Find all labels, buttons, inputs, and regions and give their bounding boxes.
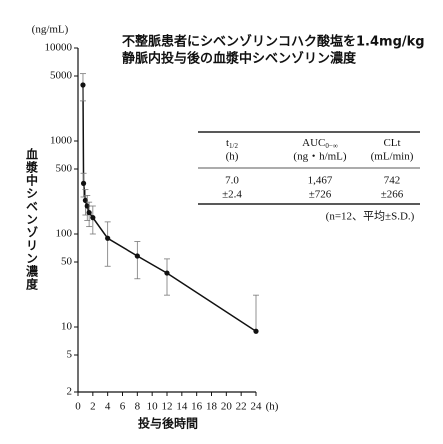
table-header: t1/2 xyxy=(226,137,239,150)
x-tick-label: 20 xyxy=(221,401,233,413)
data-point xyxy=(134,253,140,259)
table-header: CLt xyxy=(383,137,400,149)
table-cell: ±2.4 xyxy=(222,189,242,201)
data-line xyxy=(82,85,257,332)
table-cell: ±726 xyxy=(309,189,332,201)
header-main: CLt xyxy=(383,137,400,149)
table-header: AUC0−∞ xyxy=(302,137,338,150)
y-tick-label: 100 xyxy=(56,228,73,240)
y-tick-label: 500 xyxy=(56,163,73,175)
x-tick-label: 16 xyxy=(191,401,203,413)
x-tick-label: 4 xyxy=(105,401,111,413)
data-point xyxy=(90,215,96,221)
chart-title: 静脈内投与後の血漿中シベンゾリン濃度 xyxy=(122,51,357,67)
table-header-unit: (h) xyxy=(226,151,239,163)
data-point xyxy=(164,270,170,276)
header-sub: 0−∞ xyxy=(325,142,337,150)
table-cell: ±266 xyxy=(381,189,404,201)
y-tick-label: 50 xyxy=(61,256,73,268)
y-tick-label: 2 xyxy=(67,386,73,398)
header-main: AUC xyxy=(302,137,325,149)
header-sub: 1/2 xyxy=(229,142,238,150)
table-cell: 1,467 xyxy=(308,175,333,187)
data-point xyxy=(80,180,87,186)
data-point xyxy=(84,203,90,209)
y-tick-label: 10000 xyxy=(45,42,73,54)
table-cell: 742 xyxy=(384,175,401,187)
data-point xyxy=(253,328,259,334)
data-point xyxy=(82,197,89,203)
data-point xyxy=(80,82,86,88)
x-axis-label: 投与後時間 xyxy=(138,416,198,431)
x-tick-label: 24 xyxy=(251,401,263,413)
y-tick-label: 5 xyxy=(67,349,73,361)
x-tick-label: 12 xyxy=(162,401,173,413)
x-tick-label: 22 xyxy=(236,401,247,413)
chart-title: 不整脈患者にシベンゾリンコハク酸塩を1.4mg/kg xyxy=(122,34,425,50)
x-tick-label: 8 xyxy=(135,401,141,413)
y-tick-label: 5000 xyxy=(50,70,73,82)
y-tick-label: 10 xyxy=(61,321,73,333)
x-tick-label: 18 xyxy=(206,401,218,413)
y-unit: (ng/mL) xyxy=(32,24,69,36)
x-tick-label: 10 xyxy=(147,401,159,413)
x-tick-label: 14 xyxy=(176,401,188,413)
data-point xyxy=(86,209,92,216)
header-main: t xyxy=(226,137,229,149)
x-tick-label: 2 xyxy=(90,401,96,413)
x-unit: (h) xyxy=(266,401,279,413)
y-axis-label: 血漿中シベンゾリン濃度 xyxy=(25,147,39,291)
table-header-unit: (ng・h/mL) xyxy=(293,151,346,163)
x-tick-label: 0 xyxy=(75,401,81,413)
table-cell: 7.0 xyxy=(225,175,239,187)
data-point xyxy=(105,235,111,241)
table-header-unit: (mL/min) xyxy=(371,151,414,163)
table-note: (n=12、平均±S.D.) xyxy=(326,210,415,223)
x-tick-label: 6 xyxy=(120,401,126,413)
y-tick-label: 1000 xyxy=(50,135,73,147)
